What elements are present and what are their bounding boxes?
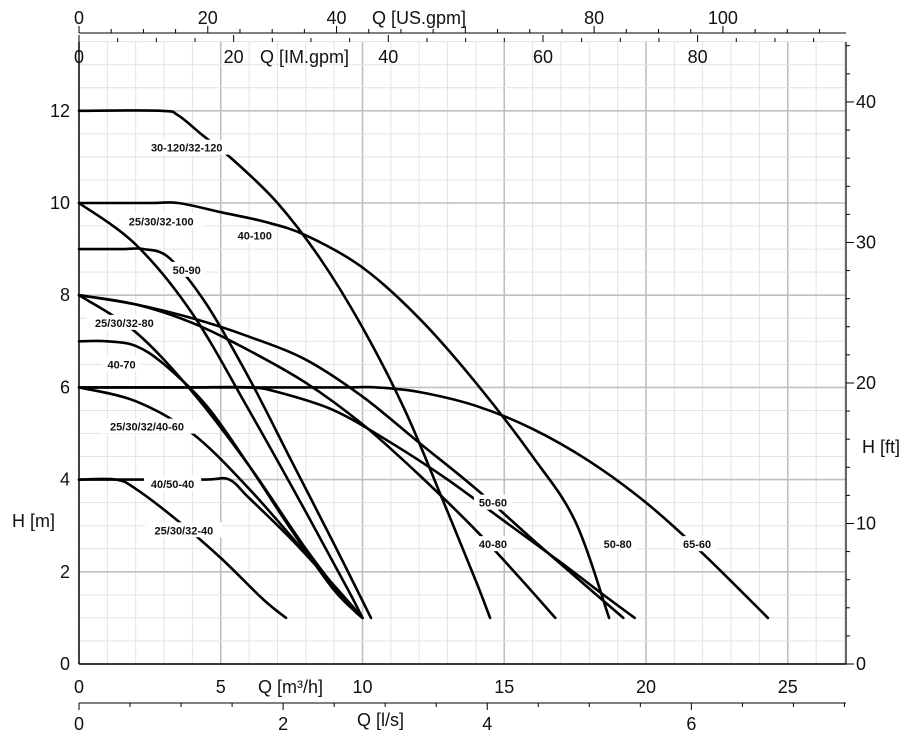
usgpm-tick-label: 80 — [584, 8, 604, 28]
curve-label-bg — [232, 227, 277, 243]
curve-label: 30-120/32-120 — [142, 139, 232, 155]
right-axis-title: H [ft] — [862, 437, 900, 457]
x-tick-label: 15 — [494, 677, 514, 697]
y-tick-label: 0 — [60, 654, 70, 674]
curve-label-bg — [142, 139, 232, 155]
curve-50-90 — [77, 247, 373, 620]
x-tick-label: 20 — [636, 677, 656, 697]
curve-labels: 30-120/32-120 40-100 25/30/32-100 50-90 25/3… — [86, 139, 717, 552]
curve-label: 25/30/32/40-60 — [99, 418, 195, 434]
ft-tick-label: 30 — [856, 232, 876, 252]
curve-label-text: 30-120/32-120 — [151, 143, 223, 155]
x-tick-label: 0 — [74, 677, 84, 697]
y-tick-label: 4 — [60, 470, 70, 490]
curve-label-bg — [86, 314, 163, 330]
ft-tick-label: 0 — [856, 654, 866, 674]
curve-label-bg — [167, 261, 206, 277]
y-tick-label: 12 — [50, 101, 70, 121]
curve-label-text: 40-80 — [479, 539, 507, 551]
curve-label-text: 40/50-40 — [151, 479, 194, 491]
curve-label-text: 50-60 — [479, 498, 507, 510]
curve-label-bg — [598, 536, 637, 552]
curve-label-bg — [99, 418, 195, 434]
x-tick-label: 10 — [352, 677, 372, 697]
imgpm-tick-label: 20 — [224, 47, 244, 67]
imgpm-tick-label: 80 — [688, 47, 708, 67]
x-tick-label: 5 — [216, 677, 226, 697]
curve-25-30-32-40 — [77, 477, 288, 620]
curve-label-text: 25/30/32-40 — [155, 525, 214, 537]
y-tick-label: 8 — [60, 285, 70, 305]
curve-label-text: 25/30/32/40-60 — [110, 422, 184, 434]
curve-label-text: 65-60 — [683, 539, 711, 551]
curve-label-bg — [143, 476, 202, 492]
curve-label: 40-80 — [473, 536, 512, 552]
ls-tick-label: 2 — [278, 714, 288, 734]
curve-label: 40/50-40 — [143, 476, 202, 492]
curve-label: 40-70 — [102, 356, 141, 372]
usgpm-tick-label: 20 — [198, 8, 218, 28]
usgpm-tick-label: 40 — [327, 8, 347, 28]
curve-label-text: 50-90 — [173, 265, 201, 277]
usgpm-tick-label: 0 — [74, 8, 84, 28]
curve-label: 65-60 — [678, 536, 717, 552]
curve-label-bg — [145, 522, 223, 538]
ls-tick-label: 4 — [482, 714, 492, 734]
ls-axis-title: Q [l/s] — [357, 710, 404, 730]
curve-30-120-32-120 — [77, 109, 492, 620]
curve-label-text: 40-70 — [107, 359, 135, 371]
curve-label-bg — [473, 536, 512, 552]
curve-label: 50-60 — [473, 494, 512, 510]
curve-label-bg — [678, 536, 717, 552]
curve-label: 50-90 — [167, 261, 206, 277]
curve-label-bg — [119, 213, 203, 229]
curve-label: 40-100 — [232, 227, 277, 243]
curve-label-bg — [473, 494, 512, 510]
imgpm-tick-label: 40 — [378, 47, 398, 67]
curve-25-30-32-100 — [77, 201, 364, 620]
curve-label-text: 50-80 — [604, 539, 632, 551]
curve-label-text: 25/30/32-100 — [129, 216, 194, 228]
curve-label: 25/30/32-40 — [145, 522, 223, 538]
y-tick-label: 6 — [60, 377, 70, 397]
x-tick-label: 25 — [778, 677, 798, 697]
y-axis-title: H [m] — [12, 511, 55, 531]
x-axis-title: Q [m³/h] — [258, 677, 323, 697]
usgpm-tick-label: 100 — [708, 8, 738, 28]
y-tick-label: 2 — [60, 562, 70, 582]
curve-label: 25/30/32-100 — [119, 213, 203, 229]
grid — [78, 41, 846, 665]
imgpm-tick-label: 0 — [74, 47, 84, 67]
usgpm-axis-title: Q [US.gpm] — [372, 8, 466, 28]
curve-label-text: 25/30/32-80 — [95, 318, 154, 330]
imgpm-axis-title: Q [IM.gpm] — [260, 47, 349, 67]
imgpm-tick-label: 60 — [533, 47, 553, 67]
curve-label: 25/30/32-80 — [86, 314, 163, 330]
curve-label-text: 40-100 — [238, 230, 272, 242]
y-tick-label: 10 — [50, 193, 70, 213]
curve-label: 50-80 — [598, 536, 637, 552]
curve-65-60 — [77, 385, 770, 620]
ft-tick-label: 20 — [856, 373, 876, 393]
ft-tick-label: 10 — [856, 513, 876, 533]
curve-40-100 — [77, 201, 611, 620]
ls-tick-label: 0 — [74, 714, 84, 734]
curve-label-bg — [102, 356, 141, 372]
ls-tick-label: 6 — [686, 714, 696, 734]
ft-tick-label: 40 — [856, 92, 876, 112]
